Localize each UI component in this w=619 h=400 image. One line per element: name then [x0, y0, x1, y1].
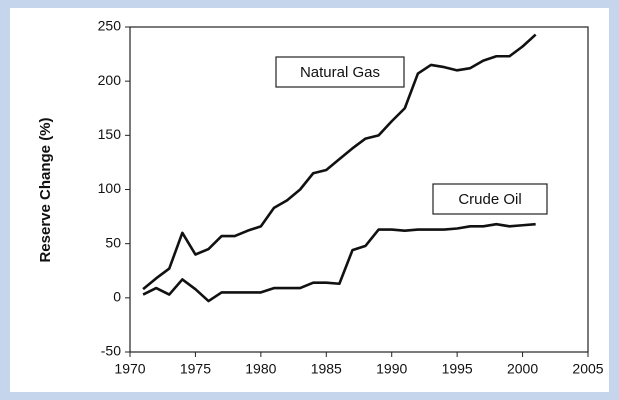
line-series	[142, 222, 536, 303]
line-series	[142, 33, 537, 291]
series-label: Crude Oil	[458, 191, 521, 208]
y-tick-label: 0	[113, 289, 121, 305]
x-tick-label: 1995	[442, 361, 473, 377]
series-label-box	[432, 183, 548, 215]
y-tick-label: 200	[98, 72, 122, 88]
y-tick-label: 250	[98, 18, 122, 34]
y-tick-label: 50	[105, 234, 121, 250]
x-tick-label: 2005	[572, 361, 603, 377]
x-tick-label: 1980	[245, 361, 276, 377]
x-tick-label: 1970	[114, 361, 145, 377]
x-tick-label: 1975	[180, 361, 211, 377]
y-tick-label: 100	[98, 180, 122, 196]
y-tick-label: 150	[98, 126, 122, 142]
x-tick-label: 1985	[311, 361, 342, 377]
y-axis-label: Reserve Change (%)	[37, 117, 54, 262]
series-label-box	[275, 56, 405, 88]
series-label: Natural Gas	[300, 64, 380, 81]
x-tick-label: 1990	[376, 361, 407, 377]
y-tick-label: -50	[101, 343, 121, 359]
x-tick-label: 2000	[507, 361, 538, 377]
